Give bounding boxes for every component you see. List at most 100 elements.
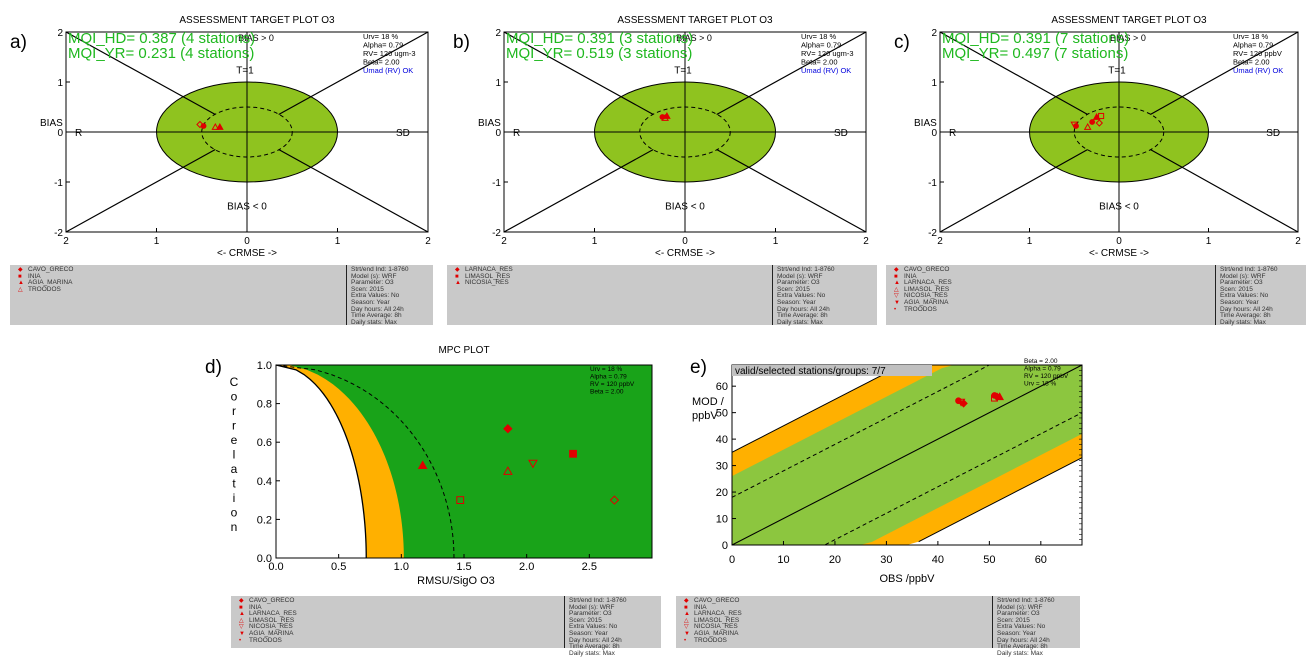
y-axis-label-char: l [233, 448, 236, 462]
legend-meta-line: Daily stats: Max [1220, 318, 1266, 326]
x-tick-label: 60 [1035, 554, 1047, 566]
legend-marker-icon: • [894, 306, 897, 313]
legend-meta-line: Extra Values: No [569, 623, 618, 631]
bias-pos-label: BIAS > 0 [676, 33, 712, 43]
info-label: RV= 120 ppbV [1233, 49, 1282, 58]
x-tick-label: 0 [729, 554, 735, 566]
legend-station-label: AGIA_MARINA [249, 629, 294, 637]
x-tick-label: 20 [829, 554, 841, 566]
info-label: RV= 120 ugm-3 [801, 49, 854, 58]
y-tick-label: 0 [722, 540, 728, 552]
y-tick-label: 1 [495, 78, 501, 89]
limit-curve [275, 364, 367, 559]
y-axis-label-char: e [231, 433, 238, 447]
legend-meta-line: Season: Year [569, 629, 608, 637]
legend-meta-line: Scen: 2015 [569, 616, 602, 624]
data-point [569, 449, 577, 458]
x-axis-label: RMSU/SigO O3 [417, 575, 495, 587]
legend-station-label: TROODOS [28, 285, 61, 293]
legend-meta-line: Scen: 2015 [351, 285, 384, 293]
panel-b-letter: b) [453, 32, 470, 53]
info-label: Umad (RV) OK [801, 66, 851, 75]
dashed-curve [275, 364, 455, 559]
legend-meta-line: Day hours: All 24h [351, 305, 404, 313]
y-tick-label: 0 [57, 128, 63, 139]
legend-marker-icon: • [239, 637, 242, 644]
y-tick-label: 2 [57, 28, 63, 39]
bias-pos-label: BIAS > 0 [1110, 33, 1146, 43]
data-point [1098, 112, 1105, 120]
legend-marker-icon: ◆ [455, 267, 460, 273]
x-tick-label: 1.5 [456, 561, 471, 573]
x-tick-label: 2 [1295, 236, 1301, 247]
y-tick-label: 0.6 [257, 437, 272, 449]
legend-separator [992, 596, 993, 648]
legend-marker-icon: △ [18, 286, 23, 293]
bias-neg-label: BIAS < 0 [1099, 202, 1139, 213]
legend-marker-icon: ▲ [894, 280, 900, 287]
bias-neg-label: BIAS < 0 [665, 202, 705, 213]
legend-station: ▽ NICOSIA_RES [894, 293, 952, 300]
legend-c: ◆ CAVO_GRECO ■ INIA ▲ LARNACA_RES △ LIMASOL_RES… [886, 265, 1306, 325]
legend-meta-line: Strt/end Ind: 1-8760 [1220, 266, 1278, 273]
legend-marker-icon: ◆ [239, 598, 244, 604]
dashed-line [825, 412, 1083, 546]
legend-meta-line: Strt/end Ind: 1-8760 [997, 597, 1055, 604]
legend-station: ▲ LARNACA_RES [894, 279, 952, 287]
legend-station-label: LIMASOL_RES [904, 285, 950, 293]
y-axis-label-char: o [231, 390, 238, 404]
y-axis-label-char: o [231, 506, 238, 520]
legend-meta-line: Season: Year [1220, 298, 1259, 306]
info-label: Beta= 2.00 [801, 58, 838, 67]
y-axis-label-char: a [231, 462, 238, 476]
legend-marker-icon: ▲ [18, 280, 24, 287]
limit-line [918, 457, 1083, 543]
legend-station: ■ INIA [684, 604, 742, 612]
y-tick-label: -1 [54, 178, 63, 189]
legend-meta-line: Day hours: All 24h [997, 636, 1050, 644]
legend-marker-icon: △ [239, 617, 244, 624]
mqi-yr-label: MQI_YR= 0.519 (3 stations) [506, 45, 692, 62]
plot-title: ASSESSMENT TARGET PLOT O3 [1051, 15, 1207, 26]
legend-station: △ LIMASOL_RES [894, 285, 952, 294]
y-axis-label-char: r [232, 419, 236, 433]
legend-meta-line: Model (s): WRF [569, 603, 615, 611]
x-tick-label: 1 [335, 236, 341, 247]
valid-label: valid/selected stations/groups: 7/7 [735, 366, 886, 377]
info-label: Alpha= 0.79 [1233, 41, 1273, 50]
legend-meta-line: Extra Values: No [997, 623, 1046, 631]
legend-meta-line: Extra Values: No [1220, 292, 1269, 300]
bias-pos-label: BIAS > 0 [238, 33, 274, 43]
legend-meta-line: Extra Values: No [777, 292, 826, 300]
legend-meta-line: Scen: 2015 [997, 616, 1030, 624]
y-axis-label: BIAS [478, 118, 501, 129]
info-label: Beta= 2.00 [1233, 58, 1270, 67]
legend-marker-icon: ▲ [455, 280, 461, 287]
x-tick-label: 1 [1027, 236, 1033, 247]
legend-marker-icon: ■ [239, 604, 243, 611]
t1-label: T=1 [236, 66, 254, 77]
diagonal [65, 31, 216, 116]
legend-marker-icon: ◆ [894, 267, 899, 273]
legend-station: ▲ NICOSIA_RES [455, 279, 513, 287]
legend-meta: Strt/end Ind: 1-8760 Model (s): WRF Parame… [997, 597, 1055, 657]
legend-stations: ◆ CAVO_GRECO ■ INIA ▲ AGIA_MARINA △ TROODOS [18, 266, 74, 293]
t1-label: T=1 [674, 66, 692, 77]
legend-station: ▼ AGIA_MARINA [684, 630, 742, 638]
x-tick-label: 30 [880, 554, 892, 566]
legend-meta-line: Parameter: O3 [1220, 279, 1263, 287]
legend-meta-line: Scen: 2015 [1220, 285, 1253, 293]
x-tick-label: 1 [773, 236, 779, 247]
mqi-hd-label: MQI_HD= 0.391 (7 stations) [942, 30, 1129, 47]
legend-marker-icon: △ [894, 286, 899, 293]
x-tick-label: 2.0 [519, 561, 534, 573]
x-tick-label: 1 [592, 236, 598, 247]
legend-station: • TROODOS [894, 306, 952, 314]
legend-meta-line: Parameter: O3 [997, 610, 1040, 618]
x-tick-label: 2.5 [582, 561, 597, 573]
legend-station: △ LIMASOL_RES [239, 617, 297, 625]
legend-meta-line: Parameter: O3 [351, 279, 394, 287]
legend-station: ■ INIA [894, 273, 952, 281]
legend-station-label: CAVO_GRECO [28, 266, 74, 273]
orange-band [276, 365, 404, 558]
